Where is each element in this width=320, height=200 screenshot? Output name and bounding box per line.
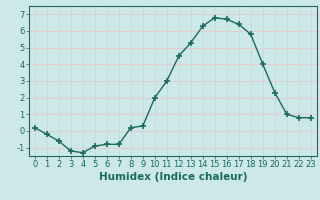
X-axis label: Humidex (Indice chaleur): Humidex (Indice chaleur) <box>99 172 247 182</box>
